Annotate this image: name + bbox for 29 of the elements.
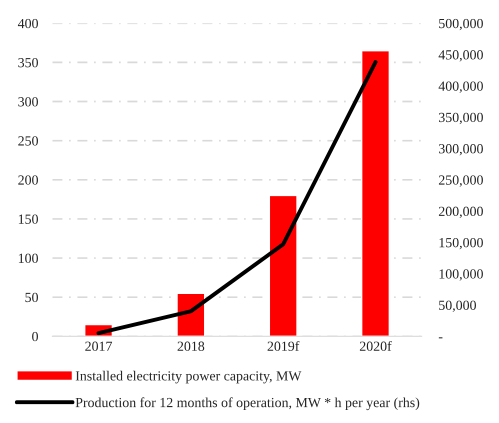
y-tick-label: 300 bbox=[18, 97, 38, 106]
y-tick-label: 250 bbox=[18, 136, 38, 146]
y-tick-label: 0 bbox=[32, 332, 38, 342]
y2-tick-label: 250,000 bbox=[438, 175, 483, 187]
y2-tick-label: 350,000 bbox=[438, 112, 483, 124]
line-series bbox=[96, 60, 378, 336]
y2-tick-label: 100,000 bbox=[440, 269, 483, 281]
y2-tick-label: 500,000 bbox=[439, 18, 483, 30]
legend-label: Production for 12 months of operation, MW * h per year (rhs) bbox=[76, 397, 420, 410]
y2-tick-label: 400,000 bbox=[438, 81, 483, 93]
x-tick-label: 2020f bbox=[360, 341, 392, 351]
y2-tick-label: 150,000 bbox=[440, 238, 483, 250]
y2-tick-label: 50,000 bbox=[439, 300, 476, 312]
y2-tick-label: 300,000 bbox=[438, 144, 483, 156]
y2-tick-label: 200,000 bbox=[438, 206, 483, 218]
y-tick-label: 400 bbox=[18, 18, 38, 28]
x-tick-label: 2018 bbox=[178, 342, 204, 351]
bar bbox=[268, 194, 298, 336]
y-tick-label: 200 bbox=[18, 175, 38, 185]
x-tick-label: 2017 bbox=[85, 342, 112, 351]
y2-tick-label: 450,000 bbox=[438, 50, 483, 62]
x-tick-label: 2019f bbox=[268, 341, 300, 351]
y2-tick-label: - bbox=[438, 337, 442, 338]
y-tick-label: 150 bbox=[18, 214, 38, 224]
y-tick-label: 100 bbox=[18, 254, 38, 263]
bar bbox=[360, 50, 390, 336]
y-tick-label: 50 bbox=[25, 292, 38, 302]
legend-label: Installed electricity power capacity, MW bbox=[76, 370, 302, 384]
y-tick-label: 350 bbox=[18, 58, 38, 68]
